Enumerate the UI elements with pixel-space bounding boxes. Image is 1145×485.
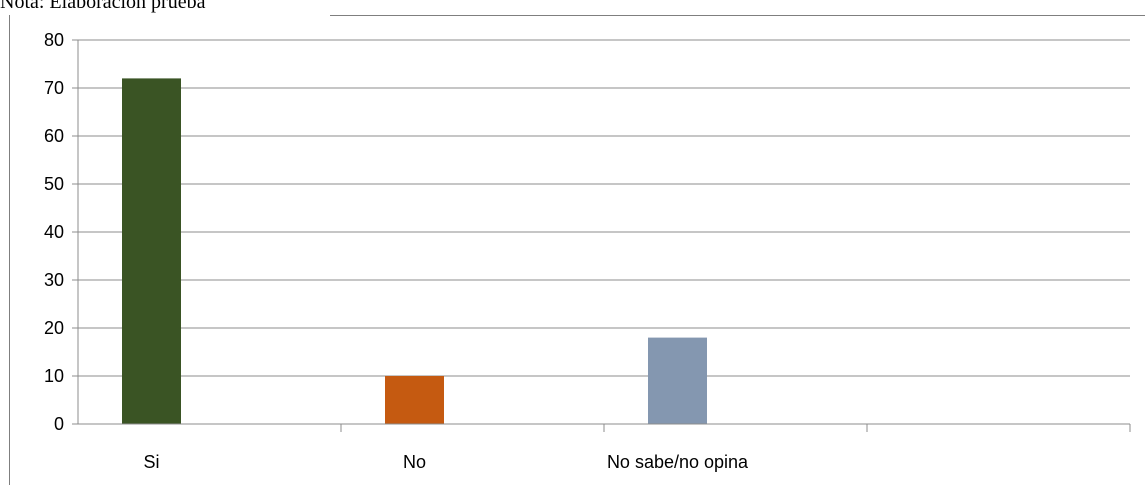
y-tick-label-20: 20 — [44, 318, 64, 338]
y-tick-label-80: 80 — [44, 30, 64, 50]
x-tick-label-no-sabe-no-opina: No sabe/no opina — [607, 452, 749, 472]
y-tick-label-50: 50 — [44, 174, 64, 194]
y-tick-label-70: 70 — [44, 78, 64, 98]
y-tick-label-10: 10 — [44, 366, 64, 386]
bar-no — [385, 376, 444, 424]
chart-frame-top — [330, 15, 1145, 16]
y-tick-label-40: 40 — [44, 222, 64, 242]
y-tick-label-30: 30 — [44, 270, 64, 290]
x-tick-label-no: No — [403, 452, 426, 472]
x-tick-label-si: Si — [143, 452, 159, 472]
chart-frame-left — [9, 15, 10, 485]
bar-si — [122, 78, 181, 425]
bar-no-sabe-no-opina — [648, 337, 707, 424]
y-tick-label-60: 60 — [44, 126, 64, 146]
chart-note: Nota: Elaboración prueba — [0, 0, 206, 13]
y-tick-label-0: 0 — [54, 414, 64, 434]
